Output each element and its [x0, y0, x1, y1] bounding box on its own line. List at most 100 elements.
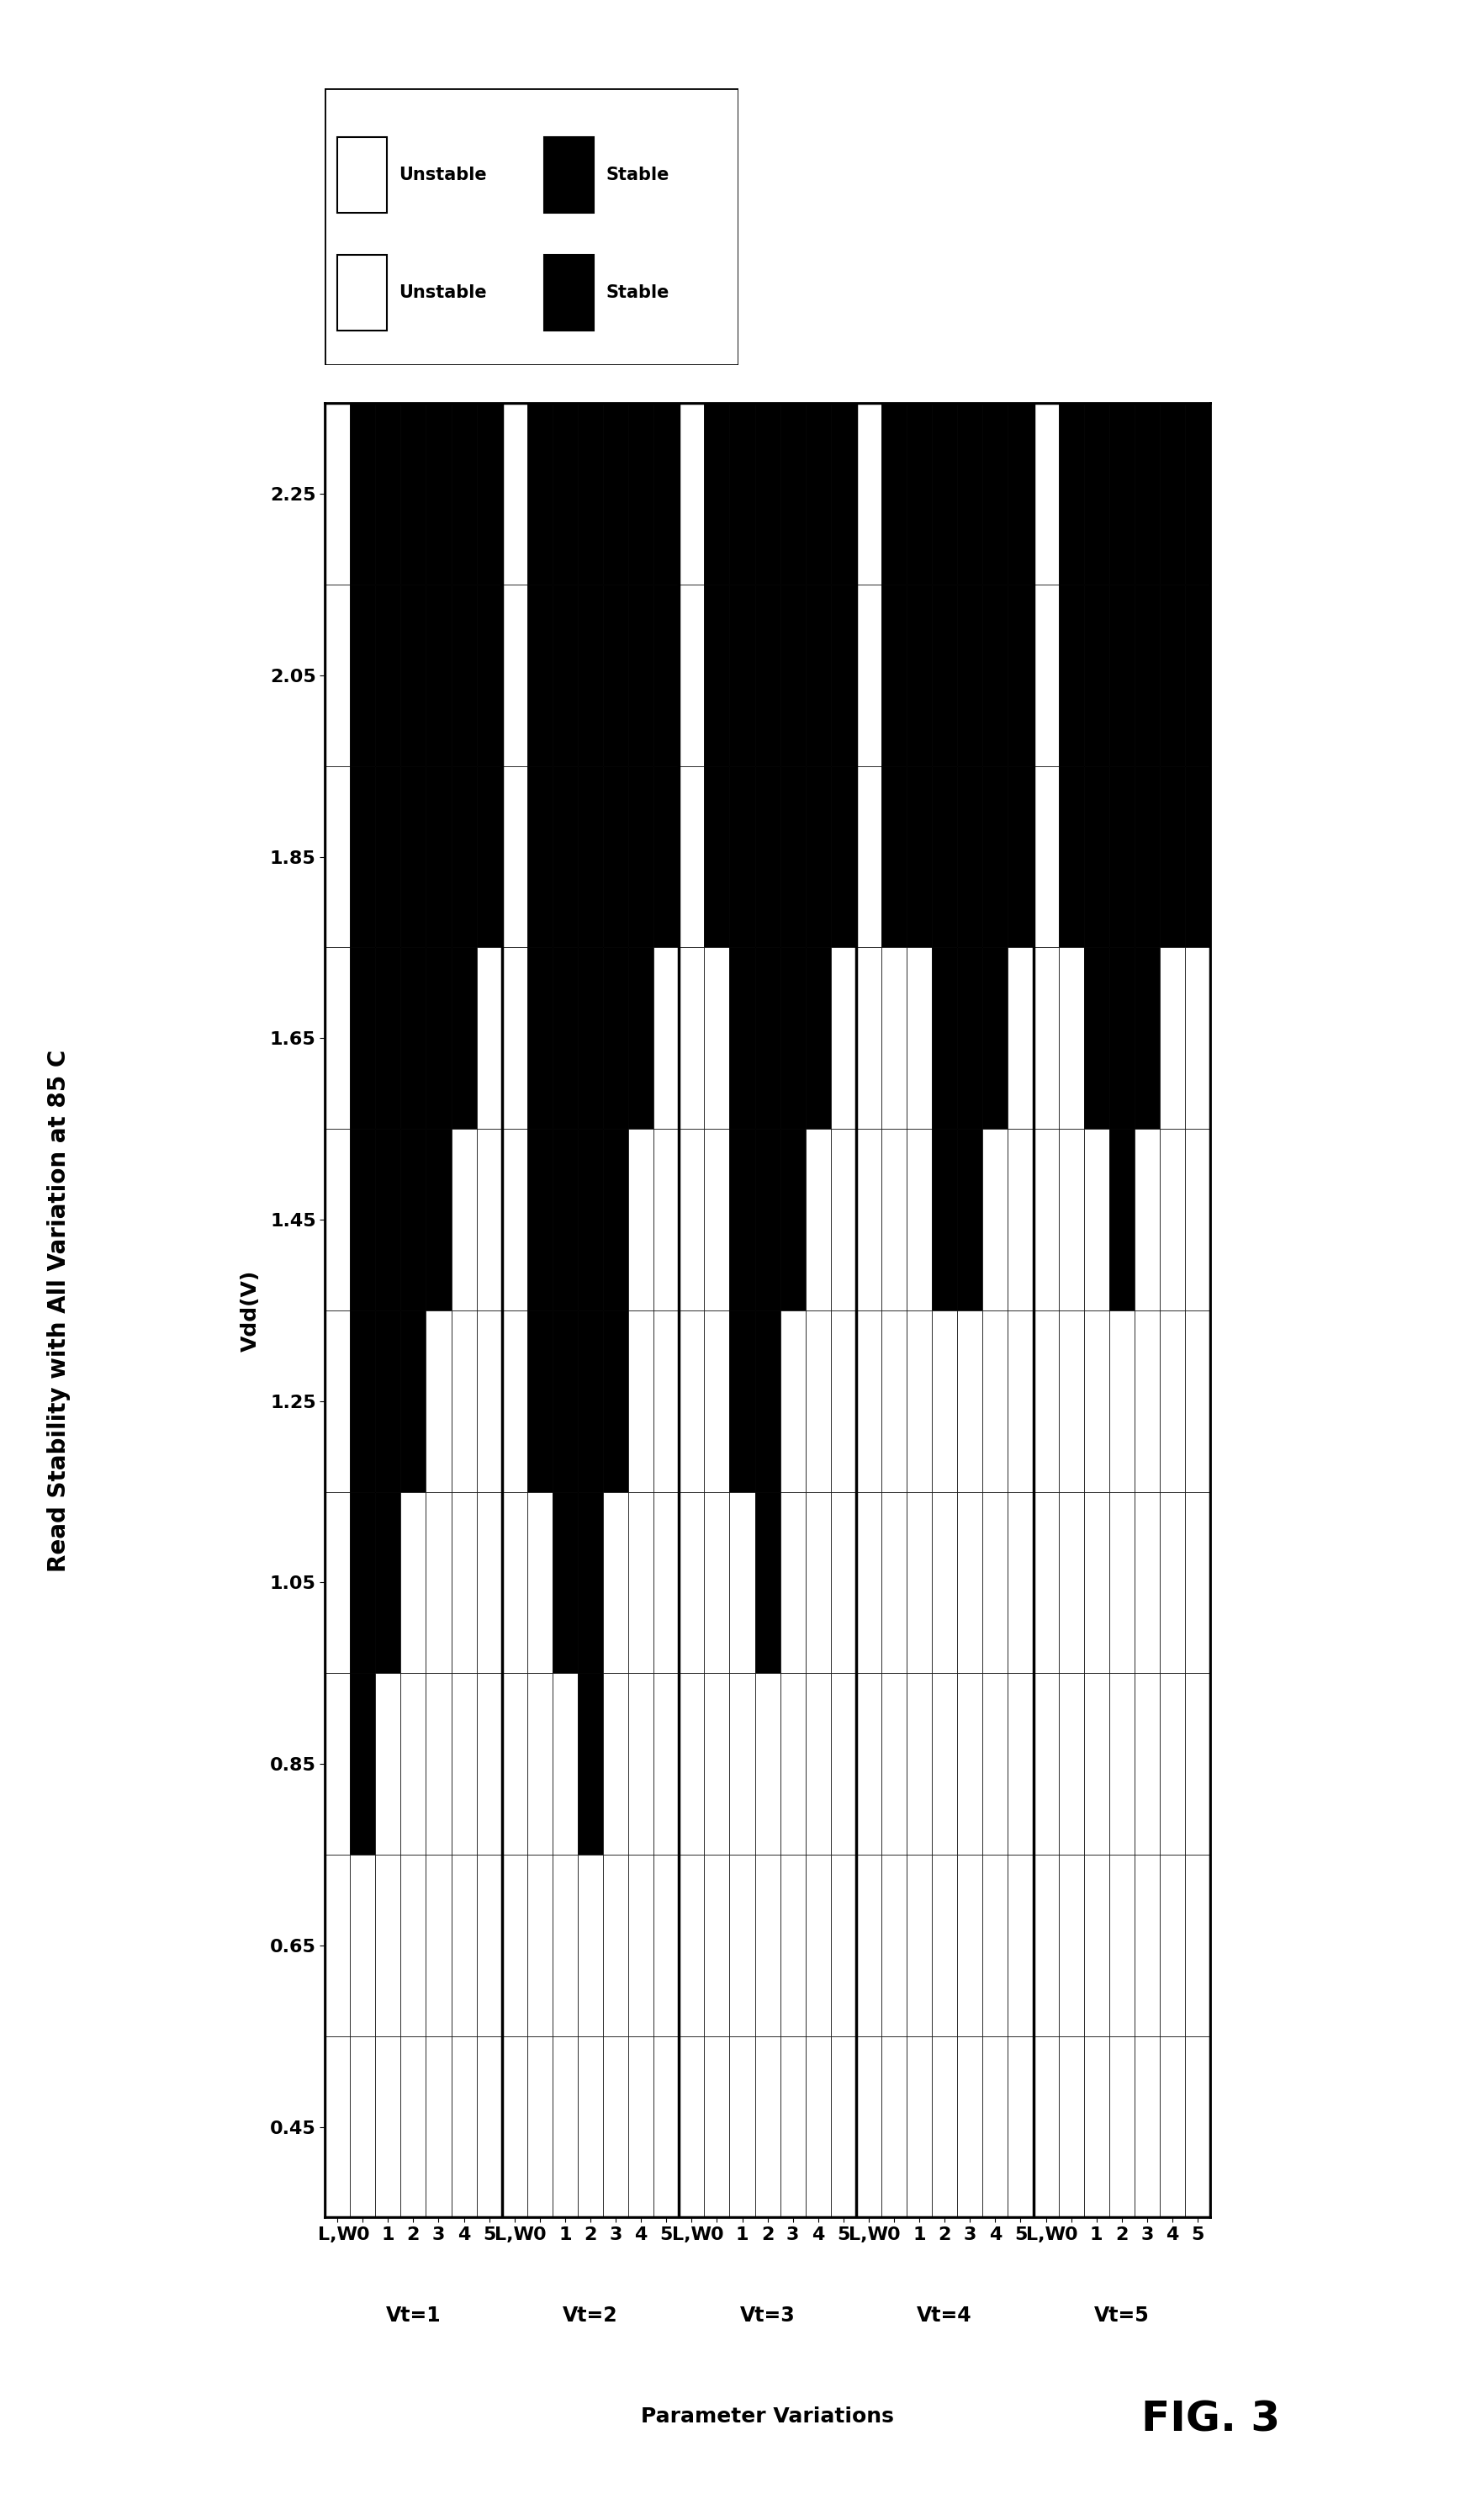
Bar — [552, 585, 577, 766]
Bar — [1058, 948, 1083, 1129]
Bar — [1058, 585, 1083, 766]
Bar — [856, 585, 881, 766]
Bar — [1083, 766, 1108, 948]
Bar — [552, 1129, 577, 1310]
Bar — [337, 136, 387, 214]
Bar — [1160, 1310, 1185, 1492]
Bar — [452, 1129, 477, 1310]
Bar — [604, 585, 629, 766]
Bar — [704, 2036, 729, 2218]
Bar — [754, 403, 781, 585]
Bar — [654, 1129, 679, 1310]
Bar — [350, 766, 375, 948]
Bar — [477, 1855, 502, 2036]
Bar — [527, 1129, 552, 1310]
Bar — [856, 403, 881, 585]
Bar — [400, 1492, 427, 1673]
Bar — [477, 766, 502, 948]
Bar — [831, 1492, 856, 1673]
Bar — [1058, 766, 1083, 948]
Bar — [1108, 403, 1135, 585]
Bar — [1058, 1129, 1083, 1310]
Bar — [754, 1673, 781, 1855]
Bar — [654, 585, 679, 766]
Bar — [754, 1129, 781, 1310]
Bar — [1008, 766, 1033, 948]
Bar — [543, 136, 593, 214]
Bar — [881, 1310, 906, 1492]
Bar — [1108, 948, 1135, 1129]
Bar — [983, 403, 1008, 585]
Bar — [375, 1673, 400, 1855]
Bar — [906, 1673, 931, 1855]
Bar — [577, 1310, 604, 1492]
Bar — [577, 1492, 604, 1673]
Bar — [906, 1129, 931, 1310]
Bar — [983, 2036, 1008, 2218]
Bar — [502, 1492, 527, 1673]
Bar — [806, 1673, 831, 1855]
Bar — [1083, 1310, 1108, 1492]
Bar — [806, 403, 831, 585]
Bar — [400, 1129, 427, 1310]
Bar — [1135, 1492, 1160, 1673]
Bar — [679, 1673, 704, 1855]
Bar — [654, 948, 679, 1129]
Bar — [427, 1673, 452, 1855]
Bar — [427, 948, 452, 1129]
Bar — [983, 1129, 1008, 1310]
Bar — [704, 948, 729, 1129]
Bar — [325, 1129, 350, 1310]
Bar — [1008, 403, 1033, 585]
Bar — [806, 766, 831, 948]
Bar — [350, 948, 375, 1129]
Bar — [427, 766, 452, 948]
Bar — [1135, 585, 1160, 766]
Bar — [754, 948, 781, 1129]
Bar — [958, 1310, 983, 1492]
Bar — [906, 1855, 931, 2036]
Bar — [1008, 1855, 1033, 2036]
Bar — [881, 585, 906, 766]
Bar — [502, 403, 527, 585]
Bar — [325, 585, 350, 766]
Bar — [983, 1492, 1008, 1673]
Bar — [577, 948, 604, 1129]
Bar — [1108, 1310, 1135, 1492]
Bar — [629, 1129, 654, 1310]
Bar — [831, 1310, 856, 1492]
Bar — [1033, 1673, 1058, 1855]
Bar — [781, 1310, 806, 1492]
Bar — [931, 1673, 958, 1855]
Bar — [629, 403, 654, 585]
Bar — [906, 403, 931, 585]
Bar — [502, 585, 527, 766]
Bar — [477, 1673, 502, 1855]
Bar — [856, 766, 881, 948]
Bar — [1058, 1492, 1083, 1673]
Bar — [604, 403, 629, 585]
Bar — [679, 948, 704, 1129]
Bar — [931, 403, 958, 585]
Bar — [1135, 1129, 1160, 1310]
Bar — [754, 1310, 781, 1492]
Bar — [577, 2036, 604, 2218]
Bar — [477, 585, 502, 766]
Bar — [679, 1492, 704, 1673]
Bar — [781, 766, 806, 948]
Text: Stable: Stable — [605, 166, 669, 184]
Bar — [1135, 1673, 1160, 1855]
Bar — [552, 2036, 577, 2218]
Text: Vt=2: Vt=2 — [562, 2306, 618, 2326]
Bar — [325, 1855, 350, 2036]
Bar — [350, 1673, 375, 1855]
Text: Parameter Variations: Parameter Variations — [641, 2407, 894, 2427]
Bar — [337, 255, 387, 330]
Bar — [427, 1855, 452, 2036]
Bar — [856, 948, 881, 1129]
Bar — [906, 2036, 931, 2218]
Bar — [1135, 1855, 1160, 2036]
Bar — [654, 1310, 679, 1492]
Bar — [502, 1673, 527, 1855]
Bar — [729, 948, 754, 1129]
